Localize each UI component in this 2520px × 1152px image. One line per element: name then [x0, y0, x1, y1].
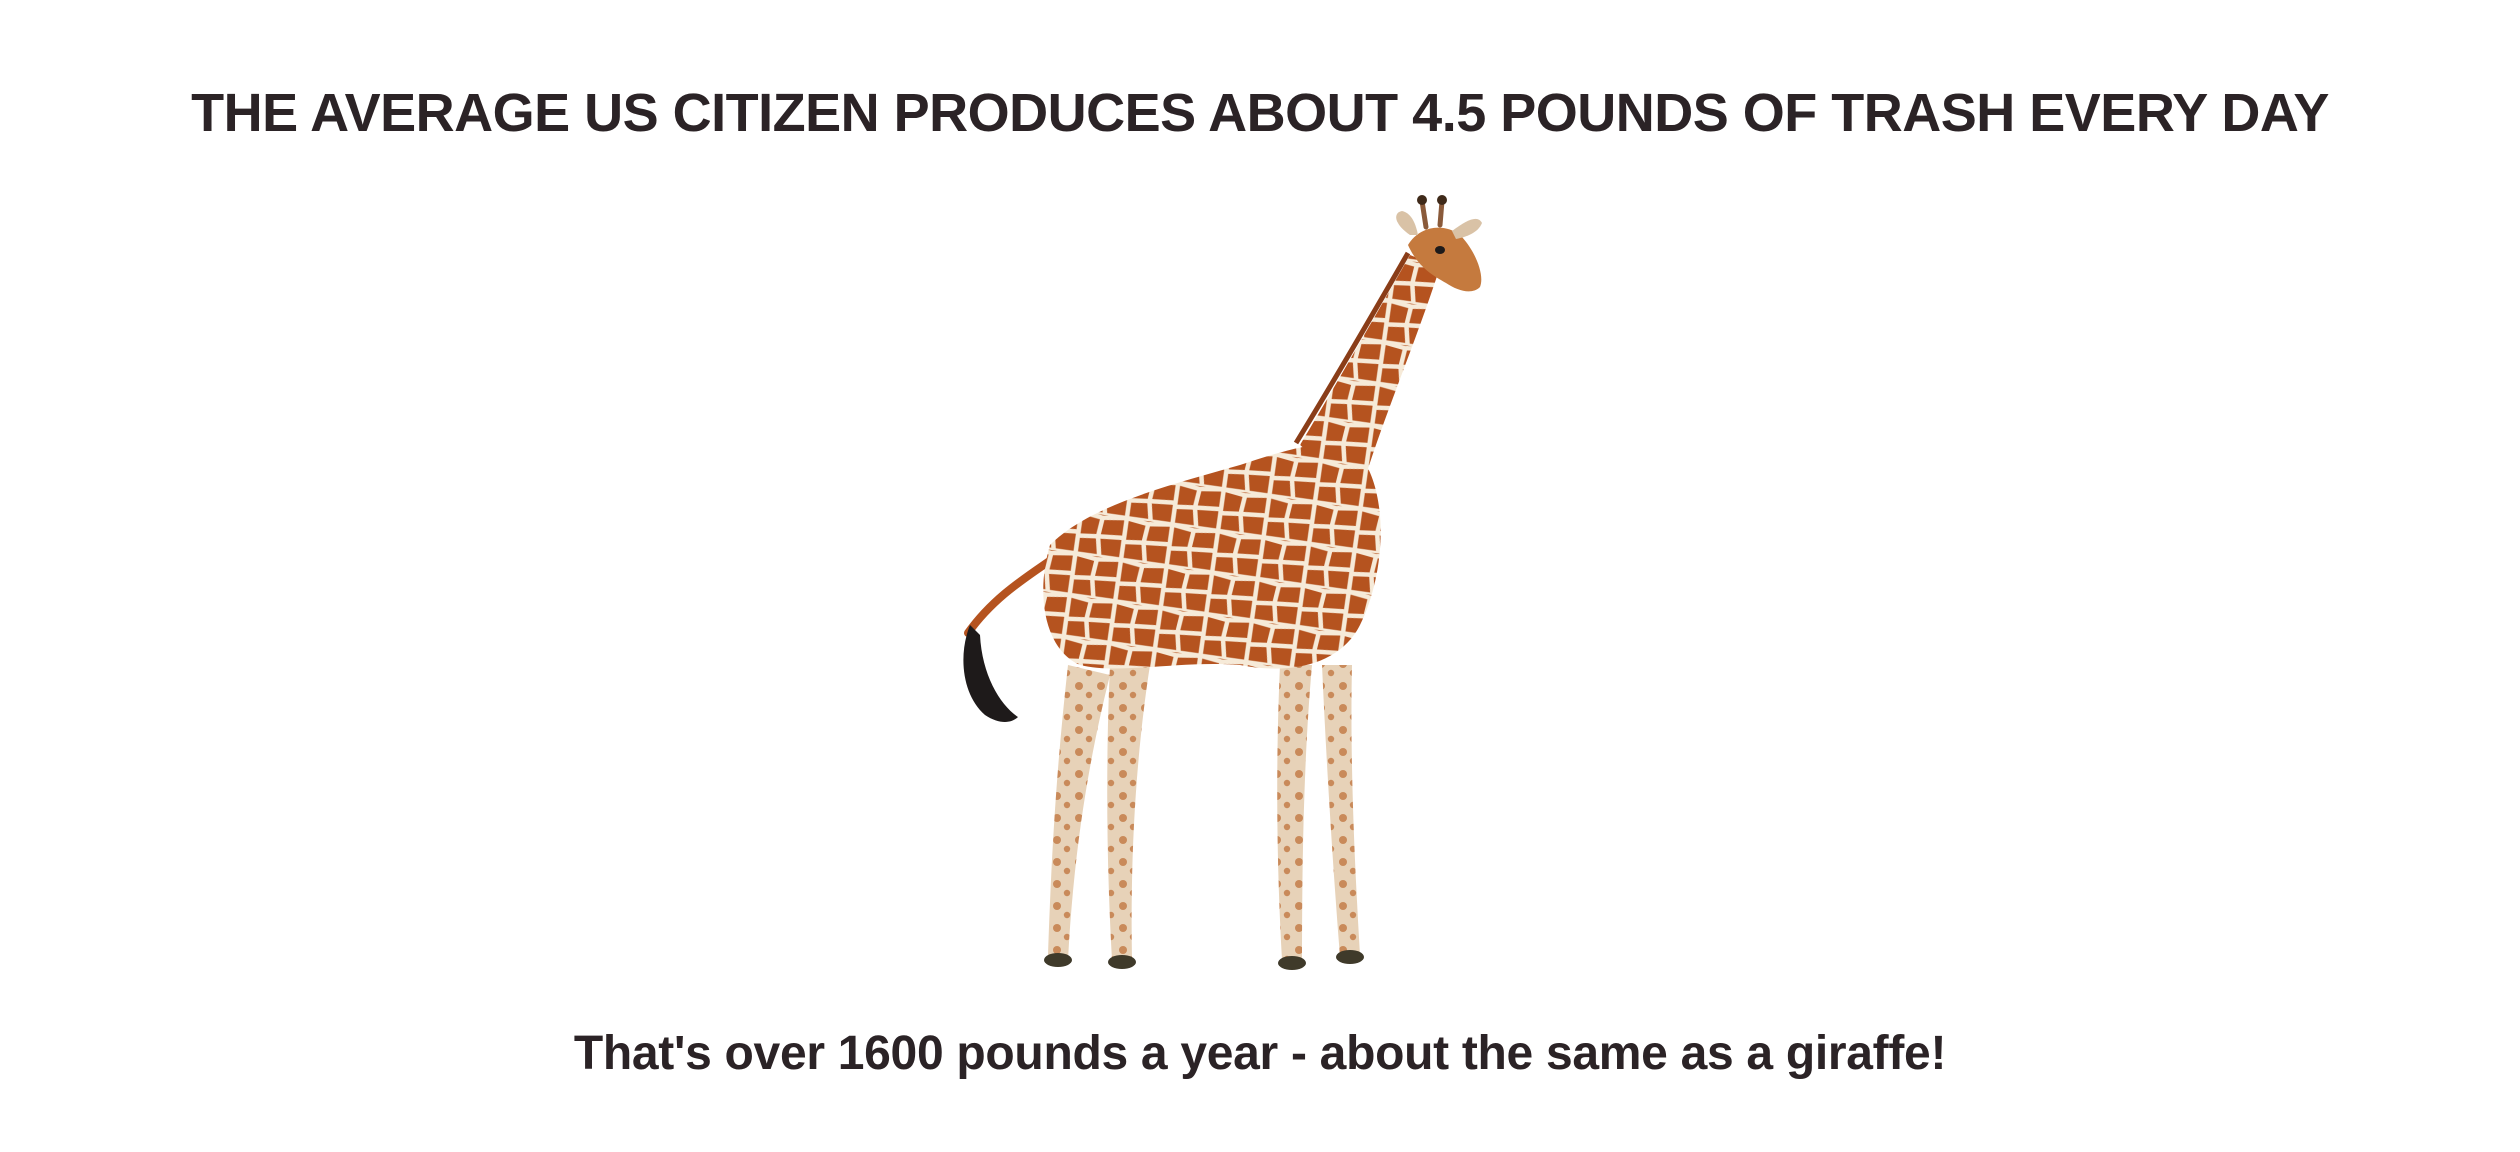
eye: [1435, 246, 1445, 254]
front-leg-left: [1277, 665, 1312, 962]
tail-tuft: [963, 625, 1018, 722]
hoof: [1278, 956, 1306, 970]
neck: [1300, 255, 1440, 495]
giraffe-icon: [963, 195, 1482, 970]
headline: THE AVERAGE US CITIZEN PRODUCES ABOUT 4.…: [191, 83, 2329, 143]
head: [1408, 227, 1482, 292]
ear-left: [1396, 211, 1418, 235]
back-leg-left: [1048, 665, 1110, 960]
ossicone-right: [1437, 198, 1445, 228]
body: [1043, 444, 1381, 669]
ear-right: [1452, 218, 1482, 239]
back-leg-right: [1107, 665, 1150, 960]
giraffe-illustration: [940, 195, 1580, 985]
caption: That's over 1600 pounds a year - about t…: [573, 1027, 1947, 1080]
hoof: [1336, 950, 1364, 964]
mane: [1293, 251, 1411, 445]
ossicone-left: [1419, 198, 1429, 230]
hoof: [1044, 953, 1072, 967]
front-leg-right: [1322, 665, 1360, 957]
hoof: [1108, 955, 1136, 969]
